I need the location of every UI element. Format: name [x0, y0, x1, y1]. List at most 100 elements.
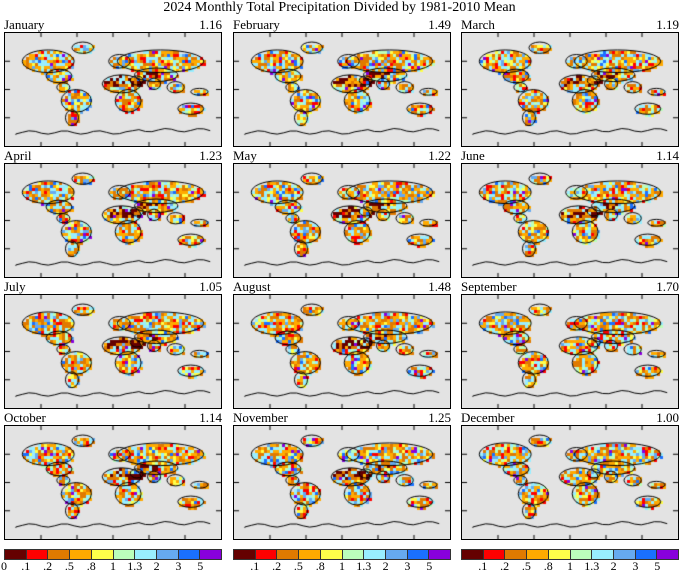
colorbar-label: .5 — [293, 559, 303, 570]
colorbar-label: 1 — [339, 559, 345, 570]
map-frame — [4, 32, 222, 147]
map-panel-april: April 1.23 — [4, 149, 222, 280]
colorbar-swatch — [320, 550, 343, 559]
colorbar-swatch — [113, 550, 136, 559]
precip-map — [5, 33, 221, 146]
map-panel-october: October 1.14 — [4, 411, 222, 542]
month-label: April — [4, 148, 32, 163]
map-frame — [461, 425, 679, 540]
month-label: July — [4, 279, 26, 294]
colorbar-swatch — [548, 550, 571, 559]
map-frame — [461, 32, 679, 147]
map-panel-september: September 1.70 — [461, 280, 679, 411]
global-mean-ratio: 1.14 — [199, 410, 222, 425]
colorbar-label: 1.3 — [584, 559, 600, 570]
precip-map — [462, 295, 678, 408]
colorbar-label: .5 — [64, 559, 74, 570]
colorbar-label: .8 — [315, 559, 325, 570]
global-mean-ratio: 1.14 — [656, 148, 679, 163]
colorbar-label: .2 — [500, 559, 510, 570]
month-label: March — [461, 17, 495, 32]
global-mean-ratio: 1.23 — [199, 148, 222, 163]
precip-map — [234, 426, 450, 539]
map-panel-august: August 1.48 — [233, 280, 451, 411]
global-mean-ratio: 1.70 — [656, 279, 679, 294]
month-label: May — [233, 148, 257, 163]
colorbar-swatch — [527, 550, 549, 559]
colorbar-swatch — [505, 550, 528, 559]
colorbar-label: .1 — [21, 559, 31, 570]
colorbar-swatch — [407, 550, 430, 559]
map-frame — [233, 32, 451, 147]
precip-map — [5, 164, 221, 277]
map-frame — [233, 163, 451, 278]
precip-map — [234, 295, 450, 408]
map-panel-may: May 1.22 — [233, 149, 451, 280]
map-panel-june: June 1.14 — [461, 149, 679, 280]
colorbar-swatch — [200, 550, 222, 559]
global-mean-ratio: 1.49 — [428, 17, 451, 32]
colorbar-label: .8 — [543, 559, 553, 570]
colorbar-swatch — [364, 550, 386, 559]
month-label: February — [233, 17, 280, 32]
colorbar: .1 .2 .5 .8 1 1.3 2 3 5 — [233, 549, 451, 570]
precip-map — [462, 33, 678, 146]
map-panel-march: March 1.19 — [461, 18, 679, 149]
colorbar-label: 5 — [197, 559, 204, 570]
month-label: December — [461, 410, 515, 425]
map-panel-february: February 1.49 — [233, 18, 451, 149]
colorbar-swatch — [299, 550, 321, 559]
precip-map — [462, 426, 678, 539]
colorbar-swatch — [635, 550, 658, 559]
month-label: October — [4, 410, 46, 425]
colorbar-swatch — [234, 550, 256, 559]
map-panel-november: November 1.25 — [233, 411, 451, 542]
precip-map — [462, 164, 678, 277]
month-label: June — [461, 148, 485, 163]
colorbar-label: 2 — [153, 559, 160, 570]
global-mean-ratio: 1.25 — [428, 410, 451, 425]
global-mean-ratio: 1.00 — [656, 410, 679, 425]
colorbar-swatch — [592, 550, 614, 559]
precip-map — [5, 295, 221, 408]
colorbar-label: 1.3 — [356, 559, 372, 570]
colorbar-label: .5 — [521, 559, 531, 570]
colorbar: .1 .2 .5 .8 1 1.3 2 3 5 — [461, 549, 679, 570]
precip-map — [5, 426, 221, 539]
colorbar-swatch — [277, 550, 300, 559]
colorbar-swatch — [156, 550, 179, 559]
colorbar-label: .2 — [272, 559, 282, 570]
map-frame — [461, 163, 679, 278]
map-frame — [4, 425, 222, 540]
map-frame — [233, 425, 451, 540]
colorbar-label: .1 — [250, 559, 260, 570]
colorbar-swatch — [135, 550, 157, 559]
colorbar-swatch — [91, 550, 114, 559]
global-mean-ratio: 1.22 — [428, 148, 451, 163]
colorbar-swatch — [613, 550, 636, 559]
map-panel-december: December 1.00 — [461, 411, 679, 542]
month-label: August — [233, 279, 271, 294]
colorbar-label: .8 — [86, 559, 96, 570]
colorbar-swatch — [178, 550, 201, 559]
map-frame — [233, 294, 451, 409]
figure-title: 2024 Monthly Total Precipitation Divided… — [163, 0, 516, 15]
precip-map — [234, 164, 450, 277]
colorbar-label: 3 — [632, 559, 639, 570]
global-mean-ratio: 1.16 — [199, 17, 222, 32]
colorbar-swatch — [570, 550, 593, 559]
map-panel-july: July 1.05 — [4, 280, 222, 411]
colorbar-label: 5 — [654, 559, 661, 570]
month-label: November — [233, 410, 288, 425]
colorbar-label: 2 — [610, 559, 617, 570]
colorbar-label: 1.3 — [127, 559, 143, 570]
colorbar-label: 1 — [110, 559, 116, 570]
colorbar-swatch — [5, 550, 27, 559]
colorbar: 0 .1 .2 .5 .8 1 1.3 2 3 5 — [1, 549, 222, 570]
colorbar-swatch — [26, 550, 49, 559]
global-mean-ratio: 1.19 — [656, 17, 679, 32]
colorbar-label: 1 — [567, 559, 573, 570]
colorbar-label: .2 — [43, 559, 53, 570]
global-mean-ratio: 1.05 — [199, 279, 222, 294]
